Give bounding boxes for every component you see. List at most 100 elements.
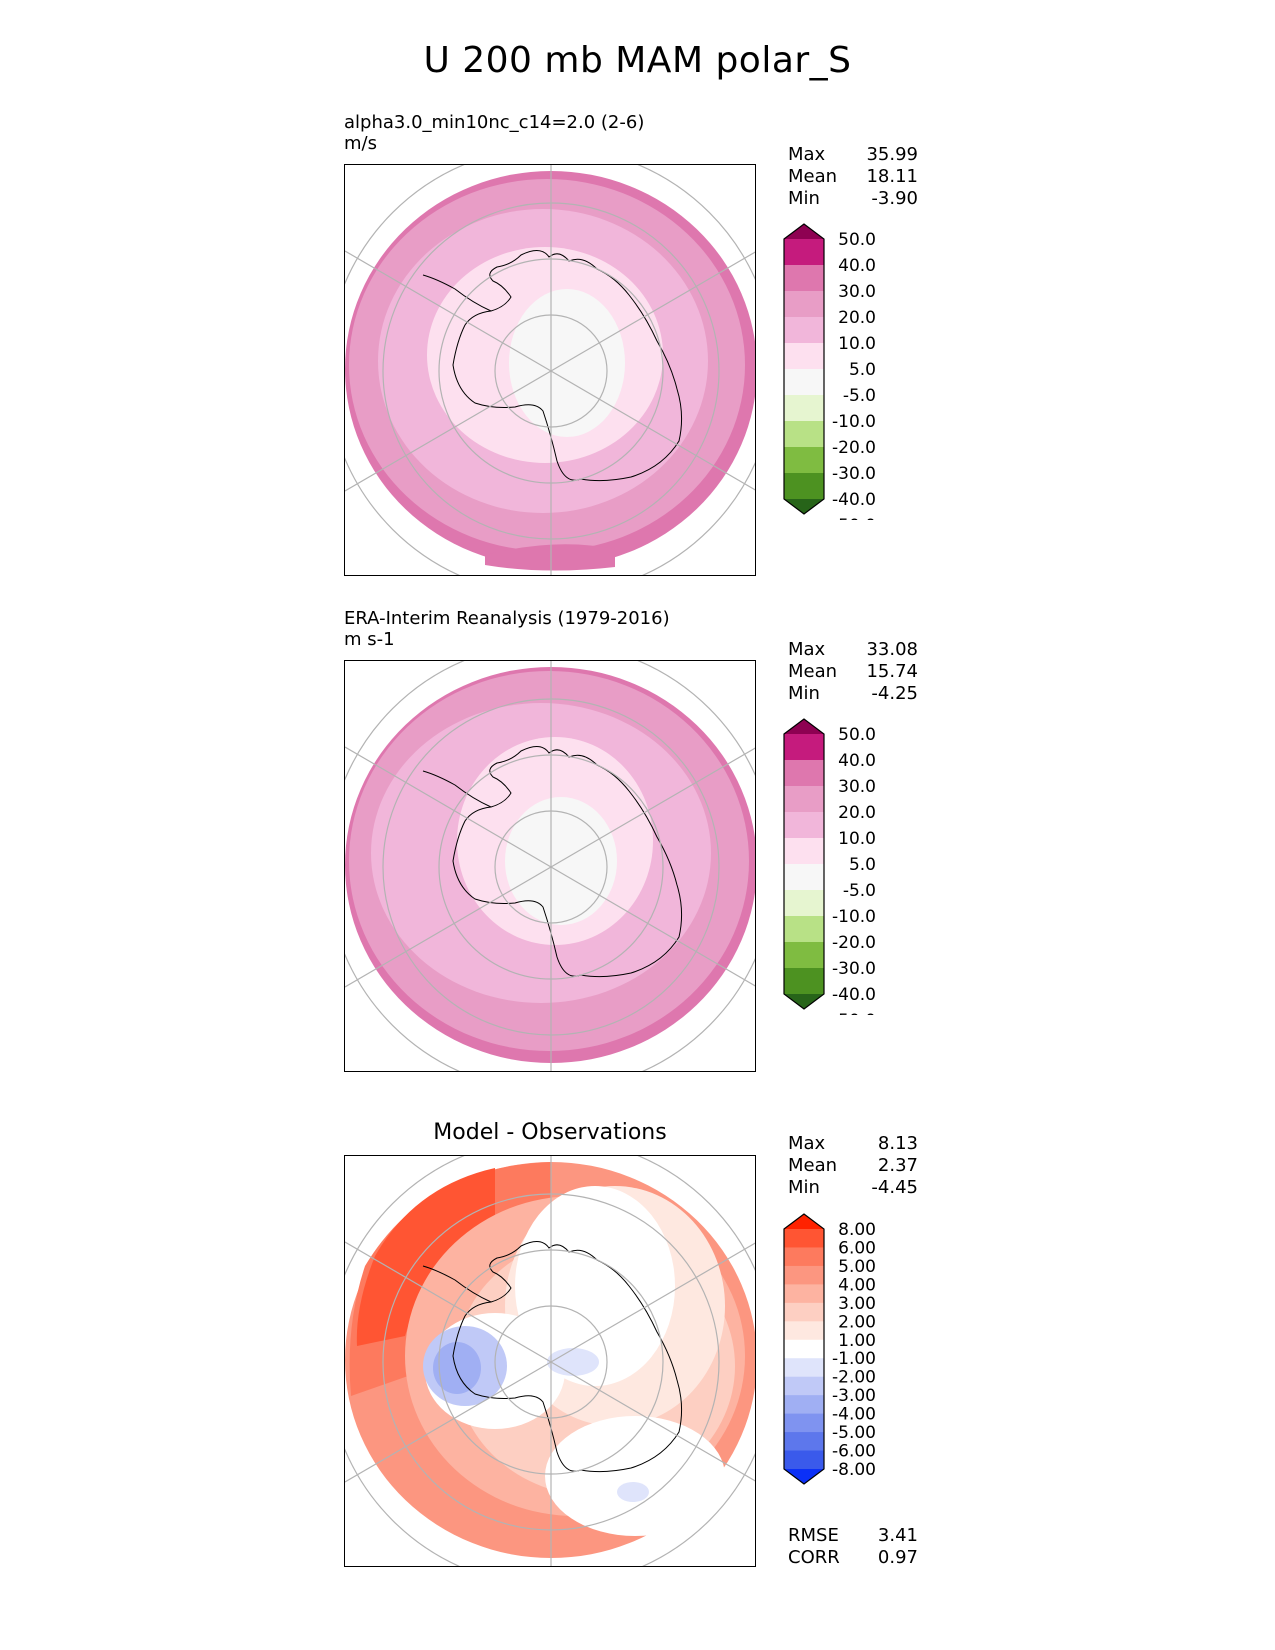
colorbar-segment: [784, 1321, 824, 1341]
model-stat-max: Max 35.99: [788, 144, 918, 165]
diff-stat-mean: Mean 2.37: [788, 1155, 918, 1176]
diff-stat-corr: CORR 0.97: [788, 1547, 918, 1568]
diff-graticule: [345, 1156, 755, 1566]
colorbar-tick-label: -6.00: [832, 1442, 876, 1462]
colorbar-tick-label: 5.0: [849, 855, 876, 875]
colorbar-tick-label: -3.00: [832, 1386, 876, 1406]
colorbar-tick-label: 5.00: [838, 1257, 876, 1277]
obs-graticule: [345, 661, 755, 1071]
diff-skill-stats: RMSE 3.41 CORR 0.97: [788, 1525, 918, 1569]
diff-stats: Max 8.13 Mean 2.37 Min -4.45: [788, 1133, 918, 1199]
colorbar-tick-label: -30.0: [832, 464, 876, 484]
colorbar-tick-label: 10.0: [838, 829, 876, 849]
colorbar-segment: [784, 317, 824, 344]
colorbar-tick-label: -2.00: [832, 1368, 876, 1388]
colorbar-tick-label: -20.0: [832, 438, 876, 458]
colorbar-tick-label: 1.00: [838, 1331, 876, 1351]
colorbar-segment: [784, 942, 824, 969]
colorbar-tick-label: -10.0: [832, 907, 876, 927]
colorbar-tick-label: -5.0: [843, 386, 876, 406]
colorbar-segment: [784, 369, 824, 396]
colorbar-tick-label: -8.00: [832, 1460, 876, 1480]
colorbar-segment: [784, 1358, 824, 1378]
colorbar-tick-label: 20.0: [838, 803, 876, 823]
colorbar-extend-min: [784, 994, 824, 1009]
colorbar-segment: [784, 1265, 824, 1285]
colorbar-tick-label: -30.0: [832, 959, 876, 979]
colorbar-segment: [784, 1450, 824, 1470]
colorbar-segment: [784, 1247, 824, 1267]
colorbar-tick-label: 6.00: [838, 1238, 876, 1258]
diff-stat-min: Min -4.45: [788, 1177, 918, 1198]
colorbar-tick-label: 8.00: [838, 1220, 876, 1240]
colorbar-outline: [783, 1213, 825, 1485]
model-units: m/s: [344, 133, 377, 154]
colorbar-tick-label: -5.00: [832, 1423, 876, 1443]
colorbar-segment: [784, 786, 824, 813]
colorbar-tick-label: -4.00: [832, 1405, 876, 1425]
colorbar-segment: [784, 291, 824, 318]
colorbar-tick-label: 40.0: [838, 256, 876, 276]
obs-stat-mean: Mean 15.74: [788, 661, 918, 682]
colorbar-extend-min: [784, 499, 824, 514]
model-colorbar: 50.0 40.0 30.0 20.0 10.0 5.0 -5.0 -10.0 -20.0 -30…: [783, 223, 876, 520]
colorbar-segment: [784, 1432, 824, 1452]
colorbar-segment: [784, 838, 824, 865]
obs-subtitle: ERA-Interim Reanalysis (1979-2016) m s-1: [344, 608, 670, 650]
colorbar-tick-label: 5.0: [849, 360, 876, 380]
colorbar-segment: [784, 239, 824, 266]
colorbar-extend-max: [784, 719, 824, 734]
diff-map: [344, 1155, 756, 1567]
colorbar-tick-label: -40.0: [832, 490, 876, 510]
colorbar-segment: [784, 760, 824, 787]
colorbar-tick-label: -20.0: [832, 933, 876, 953]
colorbar-tick-label: -5.0: [843, 881, 876, 901]
figure-title: U 200 mb MAM polar_S: [423, 40, 852, 81]
colorbar-segment: [784, 734, 824, 761]
colorbar-tick-label: 3.00: [838, 1294, 876, 1314]
colorbar-tick-label: -10.0: [832, 412, 876, 432]
colorbar-segment: [784, 447, 824, 474]
colorbar-tick-label: -1.00: [832, 1349, 876, 1369]
obs-colorbar: 50.0 40.0 30.0 20.0 10.0 5.0 -5.0 -10.0 -20.0 -30…: [783, 718, 876, 1015]
colorbar-segment: [784, 1376, 824, 1396]
model-run-name: alpha3.0_min10nc_c14=2.0 (2-6): [344, 112, 645, 133]
diff-colorbar: 8.006.005.004.003.002.001.00-1.00-2.00-3…: [783, 1213, 876, 1485]
colorbar-segment: [784, 473, 824, 500]
colorbar-tick-label: 4.00: [838, 1275, 876, 1295]
colorbar-extend-min: [784, 1469, 824, 1484]
colorbar-segment: [784, 1395, 824, 1415]
colorbar-segment: [784, 343, 824, 370]
colorbar-tick-label: 50.0: [838, 725, 876, 745]
colorbar-outline: [783, 718, 825, 1010]
model-stats: Max 35.99 Mean 18.11 Min -3.90: [788, 144, 918, 210]
obs-stat-min: Min -4.25: [788, 683, 918, 704]
obs-stat-max: Max 33.08: [788, 639, 918, 660]
colorbar-segment: [784, 968, 824, 995]
colorbar-segment: [784, 1339, 824, 1359]
colorbar-segment: [784, 864, 824, 891]
colorbar-tick-label: 50.0: [838, 230, 876, 250]
colorbar-extend-max: [784, 1214, 824, 1229]
colorbar-tick-label: 30.0: [838, 777, 876, 797]
colorbar-tick-label: -40.0: [832, 985, 876, 1005]
colorbar-tick-label: 10.0: [838, 334, 876, 354]
colorbar-segment: [784, 1284, 824, 1304]
diff-title: Model - Observations: [433, 1120, 667, 1145]
obs-units: m s-1: [344, 629, 395, 650]
colorbar-extend-max: [784, 224, 824, 239]
obs-stats: Max 33.08 Mean 15.74 Min -4.25: [788, 639, 918, 705]
colorbar-tick-label: 40.0: [838, 751, 876, 771]
diff-stat-max: Max 8.13: [788, 1133, 918, 1154]
model-graticule: [345, 165, 755, 575]
model-map: [344, 164, 756, 576]
model-stat-mean: Mean 18.11: [788, 166, 918, 187]
colorbar-tick-label: -50.0: [832, 516, 876, 520]
colorbar-segment: [784, 265, 824, 292]
colorbar-segment: [784, 812, 824, 839]
model-subtitle: alpha3.0_min10nc_c14=2.0 (2-6) m/s: [344, 112, 644, 154]
colorbar-segment: [784, 1302, 824, 1322]
colorbar-tick-label: 30.0: [838, 282, 876, 302]
colorbar-segment: [784, 916, 824, 943]
colorbar-tick-label: 20.0: [838, 308, 876, 328]
